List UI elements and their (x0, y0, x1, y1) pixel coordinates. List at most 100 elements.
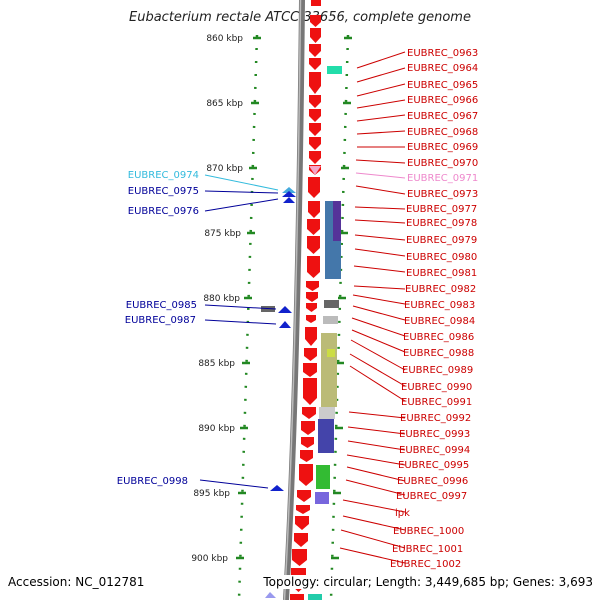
gene-arrow[interactable] (309, 72, 321, 94)
gene-label[interactable]: EUBREC_0978 (406, 218, 477, 229)
gene-label[interactable]: EUBREC_0981 (406, 268, 477, 279)
gene-label[interactable]: ipk (395, 508, 410, 519)
gene-arrow[interactable] (307, 219, 320, 235)
gene-label[interactable]: EUBREC_0989 (402, 365, 473, 376)
gene-label[interactable]: EUBREC_0987 (125, 315, 196, 326)
feature-block[interactable] (324, 300, 339, 308)
gene-label[interactable]: EUBREC_0963 (407, 48, 478, 59)
gene-arrow[interactable] (310, 15, 321, 27)
gene-arrow[interactable] (301, 421, 315, 435)
gene-label[interactable]: EUBREC_0984 (404, 316, 475, 327)
gene-label[interactable]: EUBREC_0973 (407, 189, 478, 200)
gene-arrow[interactable] (297, 490, 311, 502)
gene-label[interactable]: EUBREC_0968 (407, 127, 478, 138)
gene-arrow[interactable] (309, 109, 321, 122)
gene-label[interactable]: EUBREC_0988 (403, 348, 474, 359)
feature-block[interactable] (333, 201, 341, 241)
gene-label[interactable]: EUBREC_0970 (407, 158, 478, 169)
gene-label[interactable]: EUBREC_1001 (392, 544, 463, 555)
feature-block[interactable] (327, 349, 335, 357)
gene-label[interactable]: EUBREC_0974 (128, 170, 199, 181)
genome-backbone (283, 0, 305, 600)
gene-label[interactable]: EUBREC_0980 (406, 252, 477, 263)
gene-arrow-reverse[interactable] (265, 592, 276, 598)
gene-label[interactable]: EUBREC_0993 (399, 429, 470, 440)
left-gene-labels: EUBREC_0974 EUBREC_0975 EUBREC_0976 EUBR… (117, 170, 199, 487)
gene-label[interactable]: EUBREC_0969 (407, 142, 478, 153)
gene-arrow[interactable] (309, 123, 321, 136)
gene-arrow[interactable] (294, 533, 308, 547)
gene-arrow[interactable] (306, 315, 316, 323)
gene-arrow[interactable] (309, 58, 321, 70)
gene-arrow[interactable] (309, 95, 321, 108)
gene-arrow[interactable] (306, 292, 318, 302)
gene-arrow[interactable] (309, 137, 321, 150)
gene-arrow[interactable] (307, 256, 320, 278)
feature-block[interactable] (321, 333, 337, 407)
gene-label[interactable]: EUBREC_0991 (401, 397, 472, 408)
gene-arrow-reverse[interactable] (282, 187, 296, 193)
gene-label[interactable]: EUBREC_0983 (404, 300, 475, 311)
gene-arrow[interactable] (292, 549, 307, 566)
gene-label[interactable]: EUBREC_0976 (128, 206, 199, 217)
gene-arrow[interactable] (310, 28, 321, 43)
gene-label[interactable]: EUBREC_0995 (398, 460, 469, 471)
gene-arrow[interactable] (296, 505, 310, 514)
feature-block[interactable] (319, 407, 335, 419)
scale-guide-left (237, 34, 259, 600)
scale-tick-label: 885 kbp (198, 359, 235, 369)
gene-label[interactable]: EUBREC_0994 (399, 445, 470, 456)
gene-arrow[interactable] (309, 44, 321, 57)
gene-label[interactable]: EUBREC_0979 (406, 235, 477, 246)
gene-arrow-pink[interactable] (309, 166, 321, 175)
gene-arrow[interactable] (303, 378, 317, 405)
gene-label[interactable]: EUBREC_0986 (403, 332, 474, 343)
gene-arrow[interactable] (308, 201, 320, 218)
scale-tick-label: 860 kbp (206, 34, 243, 44)
gene-label[interactable]: EUBREC_0982 (405, 284, 476, 295)
gene-arrow[interactable] (303, 363, 317, 377)
gene-label[interactable]: EUBREC_1000 (393, 526, 464, 537)
gene-arrow[interactable] (299, 464, 313, 486)
gene-label[interactable]: EUBREC_0966 (407, 95, 478, 106)
gene-label[interactable]: EUBREC_0990 (401, 382, 472, 393)
gene-arrow-reverse[interactable] (279, 321, 291, 328)
gene-arrow-reverse[interactable] (282, 191, 296, 197)
scale-major-ticks (236, 36, 352, 560)
gene-arrow[interactable] (301, 437, 314, 448)
gene-arrow[interactable] (308, 177, 320, 198)
gene-label[interactable]: EUBREC_0997 (396, 491, 467, 502)
gene-arrow[interactable] (290, 594, 304, 600)
gene-arrow[interactable] (300, 450, 313, 462)
gene-arrow[interactable] (302, 407, 316, 419)
gene-arrow-reverse[interactable] (278, 306, 292, 313)
feature-block[interactable] (327, 66, 342, 74)
gene-label[interactable]: EUBREC_0971 (407, 173, 478, 184)
gene-arrow[interactable] (305, 327, 317, 346)
gene-label[interactable]: EUBREC_0977 (406, 204, 477, 215)
gene-arrow-reverse[interactable] (270, 485, 284, 491)
gene-label[interactable]: EUBREC_0992 (400, 413, 471, 424)
gene-arrow[interactable] (311, 0, 321, 6)
gene-arrow[interactable] (306, 281, 319, 291)
feature-block[interactable] (318, 419, 334, 453)
gene-label[interactable]: EUBREC_1002 (390, 559, 461, 570)
right-leader-lines (339, 51, 406, 564)
gene-label[interactable]: EUBREC_0998 (117, 476, 188, 487)
gene-label[interactable]: EUBREC_0996 (397, 476, 468, 487)
gene-label[interactable]: EUBREC_0967 (407, 111, 478, 122)
feature-block[interactable] (323, 316, 338, 324)
gene-arrow[interactable] (304, 348, 317, 361)
gene-arrow[interactable] (307, 236, 320, 254)
gene-arrow[interactable] (295, 516, 309, 530)
gene-label[interactable]: EUBREC_0964 (407, 63, 478, 74)
feature-block[interactable] (315, 492, 329, 504)
feature-block[interactable] (316, 465, 330, 489)
gene-arrow[interactable] (306, 303, 317, 312)
gene-label[interactable]: EUBREC_0965 (407, 80, 478, 91)
gene-arrow-reverse[interactable] (283, 197, 295, 203)
gene-arrow[interactable] (309, 151, 321, 164)
gene-label[interactable]: EUBREC_0985 (126, 300, 197, 311)
gene-label[interactable]: EUBREC_0975 (128, 186, 199, 197)
feature-block[interactable] (308, 594, 322, 600)
